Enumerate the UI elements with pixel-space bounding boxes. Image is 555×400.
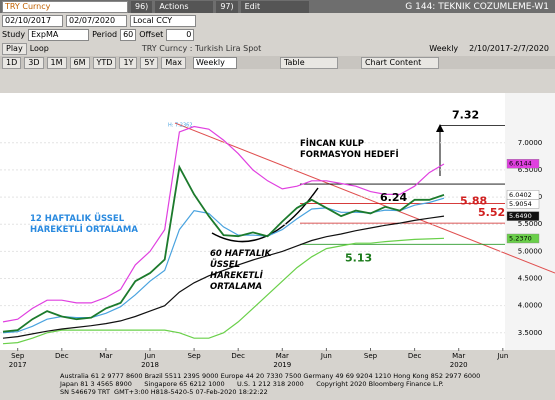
edit-menu[interactable]: Edit [240, 0, 309, 13]
end-date[interactable]: 02/07/2020 [66, 14, 127, 27]
loop[interactable]: Loop [29, 44, 49, 53]
offset-label: Offset [139, 30, 164, 39]
y-tick-label: 7.0000 [518, 139, 543, 147]
x-tick-label: Mar [452, 352, 465, 360]
period[interactable]: 60 [120, 28, 137, 41]
y-tick-label: 3.5000 [518, 329, 543, 337]
table-button[interactable]: Table [279, 56, 338, 69]
x-tick-label: Dec [55, 352, 69, 360]
frequency: Weekly [429, 44, 459, 53]
x-tick-label: Jun [144, 352, 156, 360]
axis-bg [505, 93, 555, 350]
level-label: 7.32 [452, 108, 479, 121]
ticker-input[interactable]: TRY Curncy [2, 0, 128, 13]
series-line [2, 237, 445, 345]
series-line [2, 125, 445, 323]
footer-line: SN 546679 TRT GMT+3:00 H818-5420-5 07-Fe… [60, 388, 268, 396]
footer-line: Japan 81 3 4565 8900 Singapore 65 6212 1… [60, 380, 444, 388]
start-date[interactable]: 02/10/2017 [2, 14, 63, 27]
series-line [2, 164, 445, 333]
range-button[interactable]: 1Y [119, 56, 138, 69]
actions-num: 96) [131, 0, 153, 13]
x-tick-label: Sep [11, 352, 25, 360]
last-price-label: 6.6144 [509, 160, 532, 168]
chart-content-button[interactable]: Chart Content [360, 56, 439, 69]
range-button[interactable]: 6M [69, 56, 90, 69]
year-label: 2020 [450, 361, 468, 369]
x-tick-label: Dec [408, 352, 422, 360]
x-tick-label: Mar [99, 352, 112, 360]
year-label: 2018 [141, 361, 159, 369]
footer-line: Australia 61 2 9777 8600 Brazil 5511 239… [60, 372, 481, 380]
y-tick-label: 4.0000 [518, 302, 543, 310]
page-title: G 144: TEKNIK COZUMLEME-W1 [405, 1, 549, 12]
range-button[interactable]: Max [161, 56, 186, 69]
range-button[interactable]: 3D [24, 56, 44, 69]
offset[interactable]: 0 [166, 28, 195, 41]
last-price-label: 6.0402 [509, 191, 532, 199]
annotation: 12 HAFTALIK ÜSSEL HAREKETLİ ORTALAMA [30, 213, 138, 235]
series-line [2, 215, 445, 339]
date-row: 02/10/2017 02/07/2020 Local CCY [0, 14, 555, 27]
study-label: Study [2, 30, 26, 39]
footer: Australia 61 2 9777 8600 Brazil 5511 239… [60, 372, 480, 396]
level-label: 5.13 [345, 251, 372, 264]
x-tick-label: Jun [496, 352, 508, 360]
last-price-label: 5.9054 [509, 200, 532, 208]
y-tick-label: 5.5000 [518, 220, 543, 228]
x-tick-label: Dec [231, 352, 245, 360]
last-price-tag [506, 199, 540, 209]
last-price-label: 5.2370 [509, 234, 532, 242]
range-row: 1D 3D 1M 6M YTD 1Y 5Y Max Weekly Table Chart Conte… [0, 56, 555, 69]
study-row: Study ExpMA Period 60 Offset 0 [0, 28, 555, 41]
x-tick-label: Jun [320, 352, 332, 360]
level-label: 5.88 [460, 195, 487, 208]
level-label: 5.52 [478, 206, 505, 219]
edit-num: 97) [216, 0, 238, 13]
year-label: 2019 [273, 361, 291, 369]
currency[interactable]: Local CCY [130, 14, 196, 27]
chart: 3.50004.00004.50005.00005.50006.00006.50… [0, 93, 555, 369]
study[interactable]: ExpMA [28, 28, 90, 41]
high-label: H: 7.2362 [168, 123, 193, 129]
x-tick-label: Mar [276, 352, 289, 360]
y-tick-label: 5.0000 [518, 247, 543, 255]
security: TRY Curncy : Turkish Lira Spot [141, 44, 262, 53]
range-button[interactable]: 1M [46, 56, 67, 69]
last-price-tag [506, 233, 540, 244]
y-tick-label: 6.5000 [518, 166, 543, 174]
last-price-tag [506, 159, 540, 169]
level-label: 6.24 [380, 191, 407, 204]
x-tick-label: Sep [364, 352, 378, 360]
arrow-head [436, 124, 444, 132]
last-price-tag [506, 211, 540, 221]
range-button[interactable]: 5Y [140, 56, 159, 69]
trend-line [174, 122, 555, 274]
toolbar: TRY Curncy 96) Actions 97) Edit G 144: T… [0, 0, 555, 13]
year-label: 2017 [9, 361, 27, 369]
plot-bg [0, 93, 505, 350]
annotation: 60 HAFTALIK ÜSSEL HAREKETLİ ORTALAMA [210, 249, 273, 292]
x-tick-label: Sep [187, 352, 201, 360]
play-row: Play Loop TRY Curncy : Turkish Lira Spot… [0, 42, 555, 55]
frequency-select[interactable]: Weekly [192, 56, 237, 69]
range: 2/10/2017-2/7/2020 [469, 44, 549, 53]
y-tick-label: 4.5000 [518, 275, 543, 283]
period-label: Period [92, 30, 118, 39]
range-button[interactable]: 1D [2, 56, 22, 69]
annotation: FİNCAN KULP FORMASYON HEDEFİ [300, 138, 399, 160]
range-button[interactable]: YTD [92, 56, 117, 69]
last-price-label: 5.6490 [509, 212, 532, 220]
actions-menu[interactable]: Actions [155, 0, 214, 13]
play[interactable]: Play [2, 42, 27, 55]
